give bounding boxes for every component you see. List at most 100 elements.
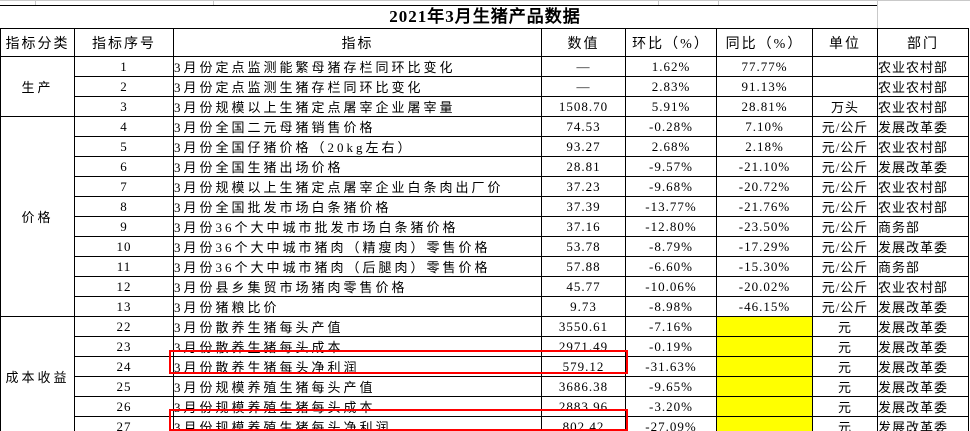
indicator-cell[interactable]: 3月份规模养殖生猪每头净利润 <box>173 416 542 431</box>
department-cell[interactable]: 农业农村部 <box>877 136 969 157</box>
department-cell[interactable]: 商务部 <box>877 216 969 237</box>
department-cell[interactable]: 发展改革委 <box>877 356 969 377</box>
department-cell[interactable]: 商务部 <box>877 256 969 277</box>
yoy-change-cell[interactable]: -23.50% <box>716 216 813 237</box>
indicator-cell[interactable]: 3月份全国二元母猪销售价格 <box>173 116 542 137</box>
department-cell[interactable]: 农业农村部 <box>877 276 969 297</box>
row-number-cell[interactable]: 25 <box>74 376 174 397</box>
value-cell[interactable]: 1508.70 <box>541 96 626 117</box>
value-cell[interactable]: 37.39 <box>541 196 626 217</box>
unit-cell[interactable]: 元 <box>812 396 878 417</box>
mom-change-cell[interactable]: -12.80% <box>625 216 717 237</box>
indicator-cell[interactable]: 3月份规模养殖生猪每头成本 <box>173 396 542 417</box>
indicator-cell[interactable]: 3月份规模以上生猪定点屠宰企业屠宰量 <box>173 96 542 117</box>
row-number-cell[interactable]: 2 <box>74 76 174 97</box>
yoy-change-cell[interactable] <box>716 336 813 357</box>
column-header-indicator-category[interactable]: 指标分类 <box>0 28 75 57</box>
yoy-change-cell[interactable]: 77.77% <box>716 56 813 77</box>
row-number-cell[interactable]: 23 <box>74 336 174 357</box>
category-cell[interactable]: 成本收益 <box>0 316 75 431</box>
yoy-change-cell[interactable] <box>716 416 813 431</box>
mom-change-cell[interactable]: -9.68% <box>625 176 717 197</box>
yoy-change-cell[interactable]: -21.76% <box>716 196 813 217</box>
unit-cell[interactable]: 元 <box>812 356 878 377</box>
unit-cell[interactable]: 元/公斤 <box>812 136 878 157</box>
mom-change-cell[interactable]: -10.06% <box>625 276 717 297</box>
yoy-change-cell[interactable]: -46.15% <box>716 296 813 317</box>
value-cell[interactable]: 53.78 <box>541 236 626 257</box>
category-cell[interactable]: 价格 <box>0 116 75 317</box>
indicator-cell[interactable]: 3月份散养生猪每头净利润 <box>173 356 542 377</box>
row-number-cell[interactable]: 4 <box>74 116 174 137</box>
value-cell[interactable]: 74.53 <box>541 116 626 137</box>
mom-change-cell[interactable]: -31.63% <box>625 356 717 377</box>
mom-change-cell[interactable]: -7.16% <box>625 316 717 337</box>
indicator-cell[interactable]: 3月份全国生猪出场价格 <box>173 156 542 177</box>
mom-change-cell[interactable]: -9.57% <box>625 156 717 177</box>
mom-change-cell[interactable]: 2.68% <box>625 136 717 157</box>
department-cell[interactable]: 发展改革委 <box>877 336 969 357</box>
value-cell[interactable]: 28.81 <box>541 156 626 177</box>
department-cell[interactable]: 发展改革委 <box>877 236 969 257</box>
unit-cell[interactable]: 元/公斤 <box>812 276 878 297</box>
yoy-change-cell[interactable]: 91.13% <box>716 76 813 97</box>
mom-change-cell[interactable]: -3.20% <box>625 396 717 417</box>
category-cell[interactable]: 生产 <box>0 56 75 117</box>
unit-cell[interactable]: 元/公斤 <box>812 236 878 257</box>
value-cell[interactable]: 37.16 <box>541 216 626 237</box>
indicator-cell[interactable]: 3月份散养生猪每头产值 <box>173 316 542 337</box>
yoy-change-cell[interactable]: -20.02% <box>716 276 813 297</box>
indicator-cell[interactable]: 3月份36个大中城市批发市场白条猪价格 <box>173 216 542 237</box>
row-number-cell[interactable]: 5 <box>74 136 174 157</box>
value-cell[interactable]: 3550.61 <box>541 316 626 337</box>
unit-cell[interactable] <box>812 56 878 77</box>
department-cell[interactable]: 农业农村部 <box>877 176 969 197</box>
row-number-cell[interactable]: 3 <box>74 96 174 117</box>
mom-change-cell[interactable]: 5.91% <box>625 96 717 117</box>
yoy-change-cell[interactable]: -15.30% <box>716 256 813 277</box>
yoy-change-cell[interactable] <box>716 316 813 337</box>
department-cell[interactable]: 农业农村部 <box>877 196 969 217</box>
yoy-change-cell[interactable]: 28.81% <box>716 96 813 117</box>
unit-cell[interactable] <box>812 76 878 97</box>
department-cell[interactable]: 发展改革委 <box>877 156 969 177</box>
value-cell[interactable]: 37.23 <box>541 176 626 197</box>
department-cell[interactable]: 发展改革委 <box>877 376 969 397</box>
column-header-mom-change[interactable]: 环比（%） <box>625 28 717 57</box>
mom-change-cell[interactable]: -0.28% <box>625 116 717 137</box>
unit-cell[interactable]: 元/公斤 <box>812 196 878 217</box>
department-cell[interactable]: 农业农村部 <box>877 96 969 117</box>
indicator-cell[interactable]: 3月份36个大中城市猪肉（后腿肉）零售价格 <box>173 256 542 277</box>
yoy-change-cell[interactable]: -21.10% <box>716 156 813 177</box>
indicator-cell[interactable]: 3月份全国仔猪价格（20kg左右） <box>173 136 542 157</box>
mom-change-cell[interactable]: 2.83% <box>625 76 717 97</box>
department-cell[interactable]: 发展改革委 <box>877 296 969 317</box>
yoy-change-cell[interactable]: -20.72% <box>716 176 813 197</box>
unit-cell[interactable]: 元/公斤 <box>812 256 878 277</box>
mom-change-cell[interactable]: -8.98% <box>625 296 717 317</box>
indicator-cell[interactable]: 3月份规模养殖生猪每头产值 <box>173 376 542 397</box>
row-number-cell[interactable]: 7 <box>74 176 174 197</box>
yoy-change-cell[interactable]: -17.29% <box>716 236 813 257</box>
department-cell[interactable]: 发展改革委 <box>877 316 969 337</box>
unit-cell[interactable]: 元 <box>812 376 878 397</box>
column-header-unit[interactable]: 单位 <box>812 28 878 57</box>
mom-change-cell[interactable]: -0.19% <box>625 336 717 357</box>
yoy-change-cell[interactable]: 7.10% <box>716 116 813 137</box>
column-header-yoy-change[interactable]: 同比（%） <box>716 28 813 57</box>
yoy-change-cell[interactable] <box>716 396 813 417</box>
indicator-cell[interactable]: 3月份全国批发市场白条猪价格 <box>173 196 542 217</box>
row-number-cell[interactable]: 24 <box>74 356 174 377</box>
mom-change-cell[interactable]: -8.79% <box>625 236 717 257</box>
unit-cell[interactable]: 元 <box>812 416 878 431</box>
unit-cell[interactable]: 元/公斤 <box>812 156 878 177</box>
value-cell[interactable]: 2971.49 <box>541 336 626 357</box>
value-cell[interactable]: 579.12 <box>541 356 626 377</box>
column-header-indicator[interactable]: 指标 <box>173 28 542 57</box>
row-number-cell[interactable]: 22 <box>74 316 174 337</box>
unit-cell[interactable]: 元/公斤 <box>812 216 878 237</box>
yoy-change-cell[interactable] <box>716 356 813 377</box>
mom-change-cell[interactable]: -6.60% <box>625 256 717 277</box>
indicator-cell[interactable]: 3月份定点监测生猪存栏同环比变化 <box>173 76 542 97</box>
value-cell[interactable]: — <box>541 76 626 97</box>
